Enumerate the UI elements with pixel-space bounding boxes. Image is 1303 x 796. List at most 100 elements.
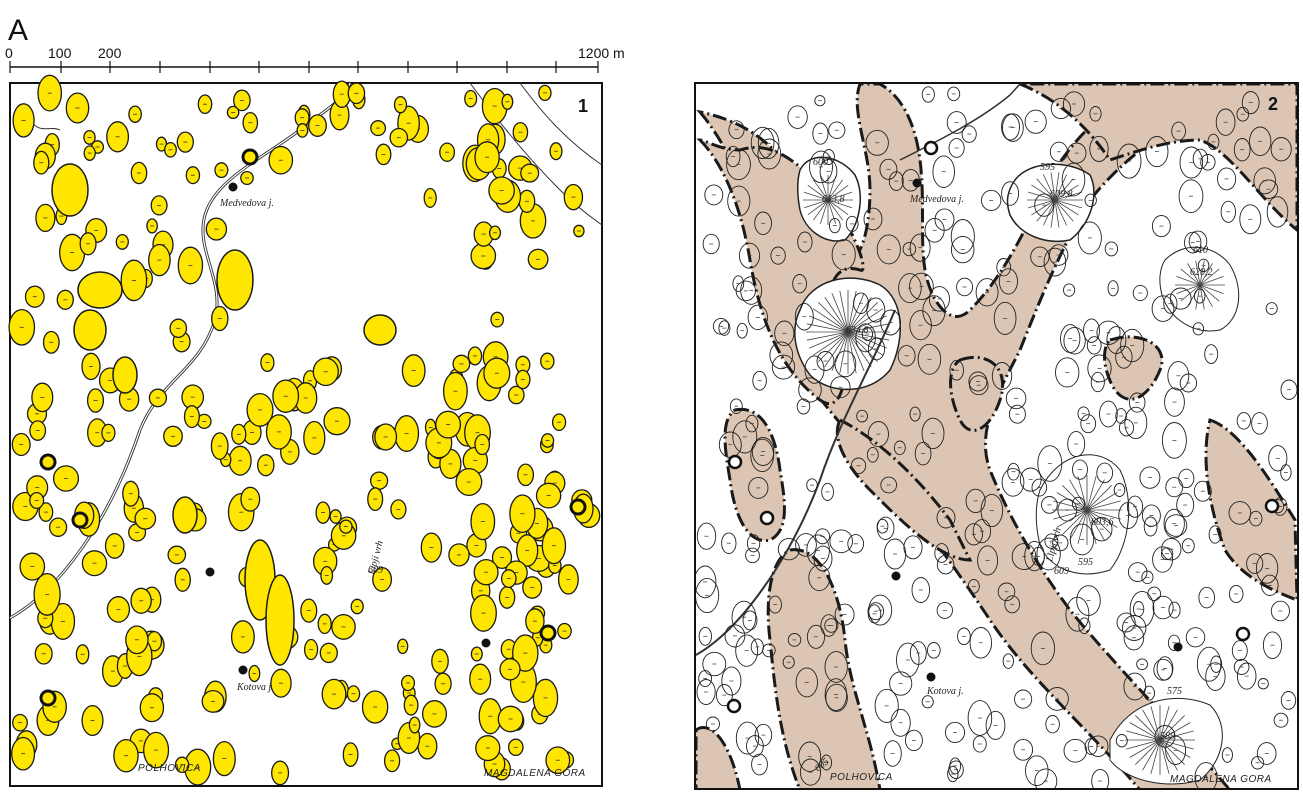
doline <box>768 595 782 614</box>
doline <box>1123 672 1147 701</box>
doline <box>1030 631 1056 666</box>
doline <box>965 488 986 514</box>
doline <box>1004 595 1021 614</box>
doline <box>1113 483 1126 497</box>
doline <box>1208 525 1222 544</box>
doline <box>1231 640 1248 661</box>
doline <box>1141 504 1161 527</box>
doline <box>795 667 818 698</box>
doline-large <box>77 271 123 309</box>
doline <box>1210 655 1223 673</box>
doline <box>1193 480 1212 502</box>
doline <box>828 217 841 234</box>
doline <box>738 242 761 269</box>
doline <box>1005 387 1027 410</box>
doline <box>1087 354 1112 383</box>
doline <box>745 414 759 433</box>
doline <box>1192 148 1209 169</box>
map-2-peak-se <box>1109 698 1223 785</box>
scale-end-label: 1200 m <box>578 45 625 61</box>
doline <box>926 642 941 659</box>
doline <box>787 633 802 647</box>
cave-dot <box>912 178 922 188</box>
doline <box>1086 336 1102 355</box>
map-2-label-magdalena: MAGDALENA GORA <box>1170 774 1272 785</box>
ponor-marker <box>759 510 775 526</box>
doline <box>1270 137 1292 162</box>
doline-large <box>51 163 89 217</box>
doline <box>1151 215 1171 238</box>
doline <box>1233 659 1250 675</box>
doline <box>725 145 741 168</box>
doline-large <box>73 309 107 351</box>
doline <box>795 533 817 557</box>
doline <box>981 189 1002 211</box>
doline <box>863 207 883 231</box>
doline <box>757 127 780 159</box>
doline <box>806 534 830 567</box>
doline <box>1083 318 1100 343</box>
doline <box>726 148 751 181</box>
doline <box>968 371 988 392</box>
doline <box>1104 241 1119 257</box>
elev-peak-lipji: 603,6 <box>1091 517 1114 528</box>
doline <box>956 277 974 297</box>
doline-large <box>172 496 198 534</box>
doline <box>729 398 743 414</box>
doline <box>816 351 835 371</box>
doline <box>828 121 846 139</box>
elev-lipji-595: 595 <box>1078 557 1093 568</box>
ponor-marker <box>727 454 743 470</box>
doline <box>813 545 833 572</box>
doline <box>897 345 916 367</box>
doline <box>1167 634 1181 651</box>
doline <box>808 564 831 592</box>
doline <box>1050 97 1072 120</box>
doline <box>975 278 999 307</box>
doline <box>1249 126 1272 157</box>
doline <box>893 440 906 456</box>
doline <box>814 95 826 107</box>
scale-tick-100: 100 <box>48 45 72 61</box>
doline <box>1257 678 1269 690</box>
doline <box>866 446 879 463</box>
doline <box>1253 167 1276 195</box>
doline <box>947 765 959 783</box>
doline <box>1045 687 1069 711</box>
doline <box>798 377 822 403</box>
doline <box>876 234 901 265</box>
doline <box>736 322 748 339</box>
doline <box>1071 496 1086 511</box>
doline <box>732 420 758 454</box>
doline <box>874 688 899 723</box>
doline <box>718 320 731 336</box>
doline <box>911 577 931 603</box>
map-1: 1 Medvedova j. Kotova j. Lipji vrh 609 P… <box>8 74 603 787</box>
doline <box>1034 193 1054 217</box>
doline <box>731 600 757 634</box>
doline <box>1128 392 1146 413</box>
doline <box>944 721 966 743</box>
doline <box>809 150 833 184</box>
doline <box>792 274 807 294</box>
doline-large <box>265 574 295 666</box>
doline <box>909 406 921 422</box>
doline <box>909 272 934 301</box>
doline <box>1063 326 1086 355</box>
doline-large <box>216 249 254 311</box>
ponor-marker <box>539 624 557 642</box>
cave-dot <box>481 638 491 648</box>
doline <box>721 666 742 696</box>
doline <box>746 735 764 758</box>
doline <box>798 741 822 772</box>
doline <box>735 634 759 667</box>
doline <box>890 708 911 737</box>
doline <box>928 286 950 312</box>
doline <box>1165 477 1184 498</box>
doline <box>1091 768 1110 788</box>
map-1-label-magdalena: MAGDALENA GORA <box>484 768 586 779</box>
doline <box>1031 478 1048 497</box>
doline <box>985 710 1006 740</box>
ponor-marker <box>39 453 57 471</box>
doline <box>867 421 889 448</box>
